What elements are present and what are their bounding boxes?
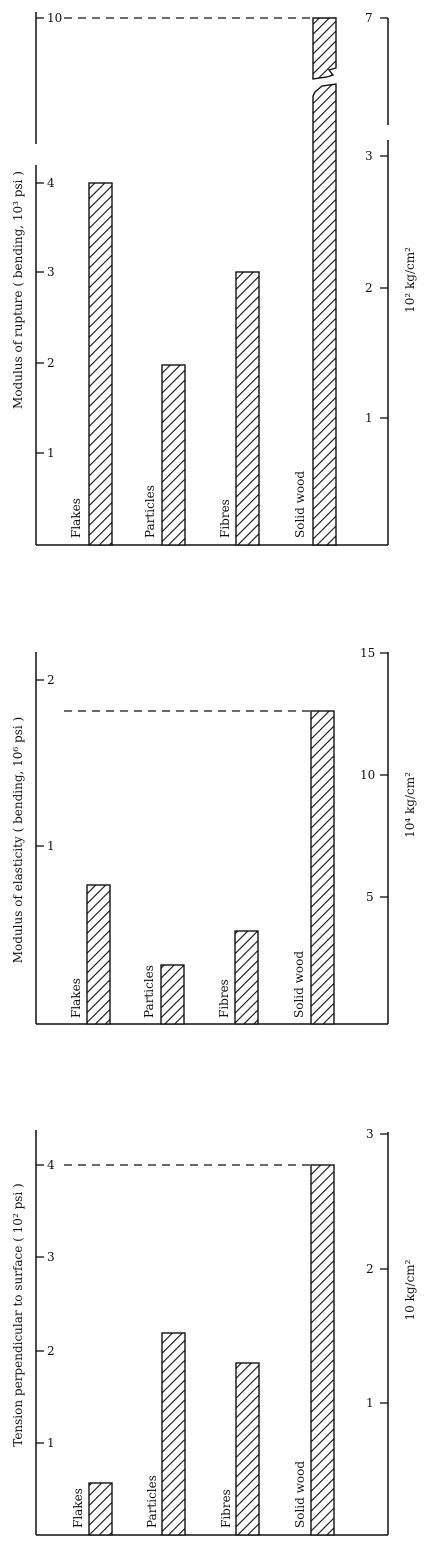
chart3-y2tick-label-1: 1 <box>366 1396 374 1410</box>
chart2-cat-label-particles: Particles <box>142 965 156 1018</box>
chart1-ytick-label-4: 4 <box>47 176 55 190</box>
chart3-cat-label-particles: Particles <box>145 1475 159 1528</box>
chart2-y2label: 10⁴ kg/cm² <box>403 772 417 838</box>
chart1-bar-solid-wood-lower <box>312 83 337 546</box>
chart3-bar-particles <box>161 1332 186 1536</box>
chart1-cat-label-solid-wood: Solid wood <box>293 471 307 538</box>
chart1-y2tick-label-7: 7 <box>365 11 373 25</box>
chart3-bar-fibres <box>235 1362 260 1536</box>
chart2-cat-label-solid-wood: Solid wood <box>292 951 306 1018</box>
chart2-ytick-label-2: 2 <box>47 673 55 687</box>
chart3-cat-label-fibres: Fibres <box>219 1489 233 1528</box>
chart-tension-perpendicular: Tension perpendicular to surface ( 10² p… <box>11 1127 417 1536</box>
chart2-bar-particles <box>160 964 185 1025</box>
chart1-ytick-label-3: 3 <box>47 265 55 279</box>
chart1-y2label: 10² kg/cm² <box>403 247 417 313</box>
chart3-ytick-label-4: 4 <box>47 1158 55 1172</box>
chart3-y2tick-label-3: 3 <box>366 1127 374 1141</box>
chart-modulus-of-rupture: Modulus of rupture ( bending, 10³ psi ) … <box>11 11 417 546</box>
chart2-y2tick-label-15: 15 <box>360 646 375 660</box>
chart1-ylabel: Modulus of rupture ( bending, 10³ psi ) <box>11 171 25 409</box>
chart3-ytick-label-1: 1 <box>47 1436 55 1450</box>
chart2-cat-label-flakes: Flakes <box>69 978 83 1018</box>
chart3-bar-solid-wood <box>310 1164 335 1536</box>
chart1-bar-flakes <box>88 182 113 546</box>
chart1-bar-particles <box>161 364 186 546</box>
chart2-bar-solid-wood <box>310 710 335 1025</box>
chart3-ytick-label-2: 2 <box>47 1344 55 1358</box>
chart2-ytick-label-1: 1 <box>47 839 55 853</box>
chart3-y2label: 10 kg/cm² <box>403 1259 417 1320</box>
chart1-y2tick-label-3: 3 <box>365 149 373 163</box>
chart-modulus-of-elasticity: Modulus of elasticity ( bending, 10⁶ psi… <box>11 646 417 1025</box>
chart3-bar-flakes <box>88 1482 113 1536</box>
chart2-y2tick-label-5: 5 <box>366 890 374 904</box>
chart1-ytick-label-2: 2 <box>47 356 55 370</box>
chart3-y2tick-label-2: 2 <box>366 1262 374 1276</box>
chart1-bar-solid-wood-upper <box>312 17 337 80</box>
chart1-cat-label-flakes: Flakes <box>69 498 83 538</box>
chart3-ytick-label-3: 3 <box>47 1250 55 1264</box>
chart1-ytick-label-1: 1 <box>47 446 55 460</box>
chart1-cat-label-particles: Particles <box>143 485 157 538</box>
chart1-y2tick-label-1: 1 <box>365 411 373 425</box>
chart3-cat-label-flakes: Flakes <box>71 1488 85 1528</box>
chart3-cat-label-solid-wood: Solid wood <box>293 1461 307 1528</box>
chart1-cat-label-fibres: Fibres <box>218 499 232 538</box>
chart1-ytick-label-10: 10 <box>47 11 62 25</box>
chart2-bar-fibres <box>234 930 259 1025</box>
chart2-cat-label-fibres: Fibres <box>217 979 231 1018</box>
chart2-y2tick-label-10: 10 <box>360 768 375 782</box>
chart1-y2tick-label-2: 2 <box>365 281 373 295</box>
chart2-bar-flakes <box>86 884 111 1025</box>
chart1-bar-fibres <box>235 271 260 546</box>
chart2-ylabel: Modulus of elasticity ( bending, 10⁶ psi… <box>11 717 25 963</box>
chart3-ylabel: Tension perpendicular to surface ( 10² p… <box>11 1183 25 1447</box>
